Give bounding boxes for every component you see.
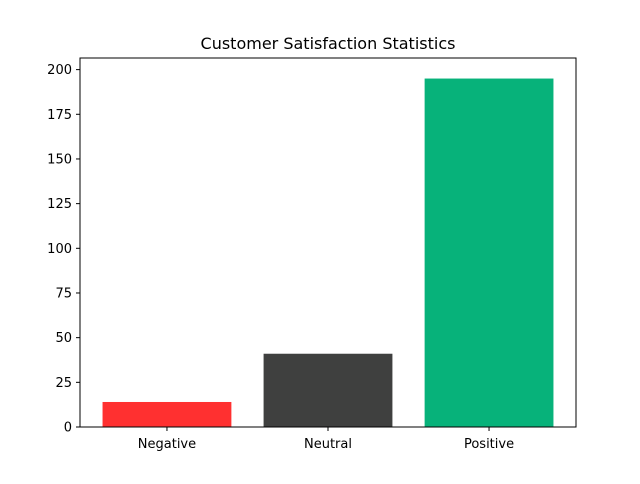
y-tick-label: 0 — [64, 421, 72, 436]
x-axis: Negative Neutral Positive — [138, 427, 514, 452]
bar-neutral — [263, 353, 393, 427]
bars-layer — [102, 78, 554, 428]
y-tick-label: 200 — [47, 63, 72, 78]
x-tick-label: Negative — [138, 437, 196, 452]
bar-negative — [102, 401, 232, 427]
y-tick-label: 25 — [55, 376, 72, 391]
x-tick-label: Positive — [464, 437, 514, 452]
bar-positive — [424, 78, 554, 428]
y-tick-label: 75 — [55, 286, 72, 301]
y-tick-label: 100 — [47, 242, 72, 257]
plot-frame — [79, 57, 577, 428]
y-tick-label: 50 — [55, 331, 72, 346]
y-tick-label: 175 — [47, 108, 72, 123]
y-tick-label: 150 — [47, 152, 72, 167]
chart-title: Customer Satisfaction Statistics — [201, 34, 456, 53]
x-tick-label: Neutral — [304, 437, 352, 452]
y-axis: 0 25 50 75 100 125 150 175 200 — [47, 63, 80, 436]
y-tick-label: 125 — [47, 197, 72, 212]
